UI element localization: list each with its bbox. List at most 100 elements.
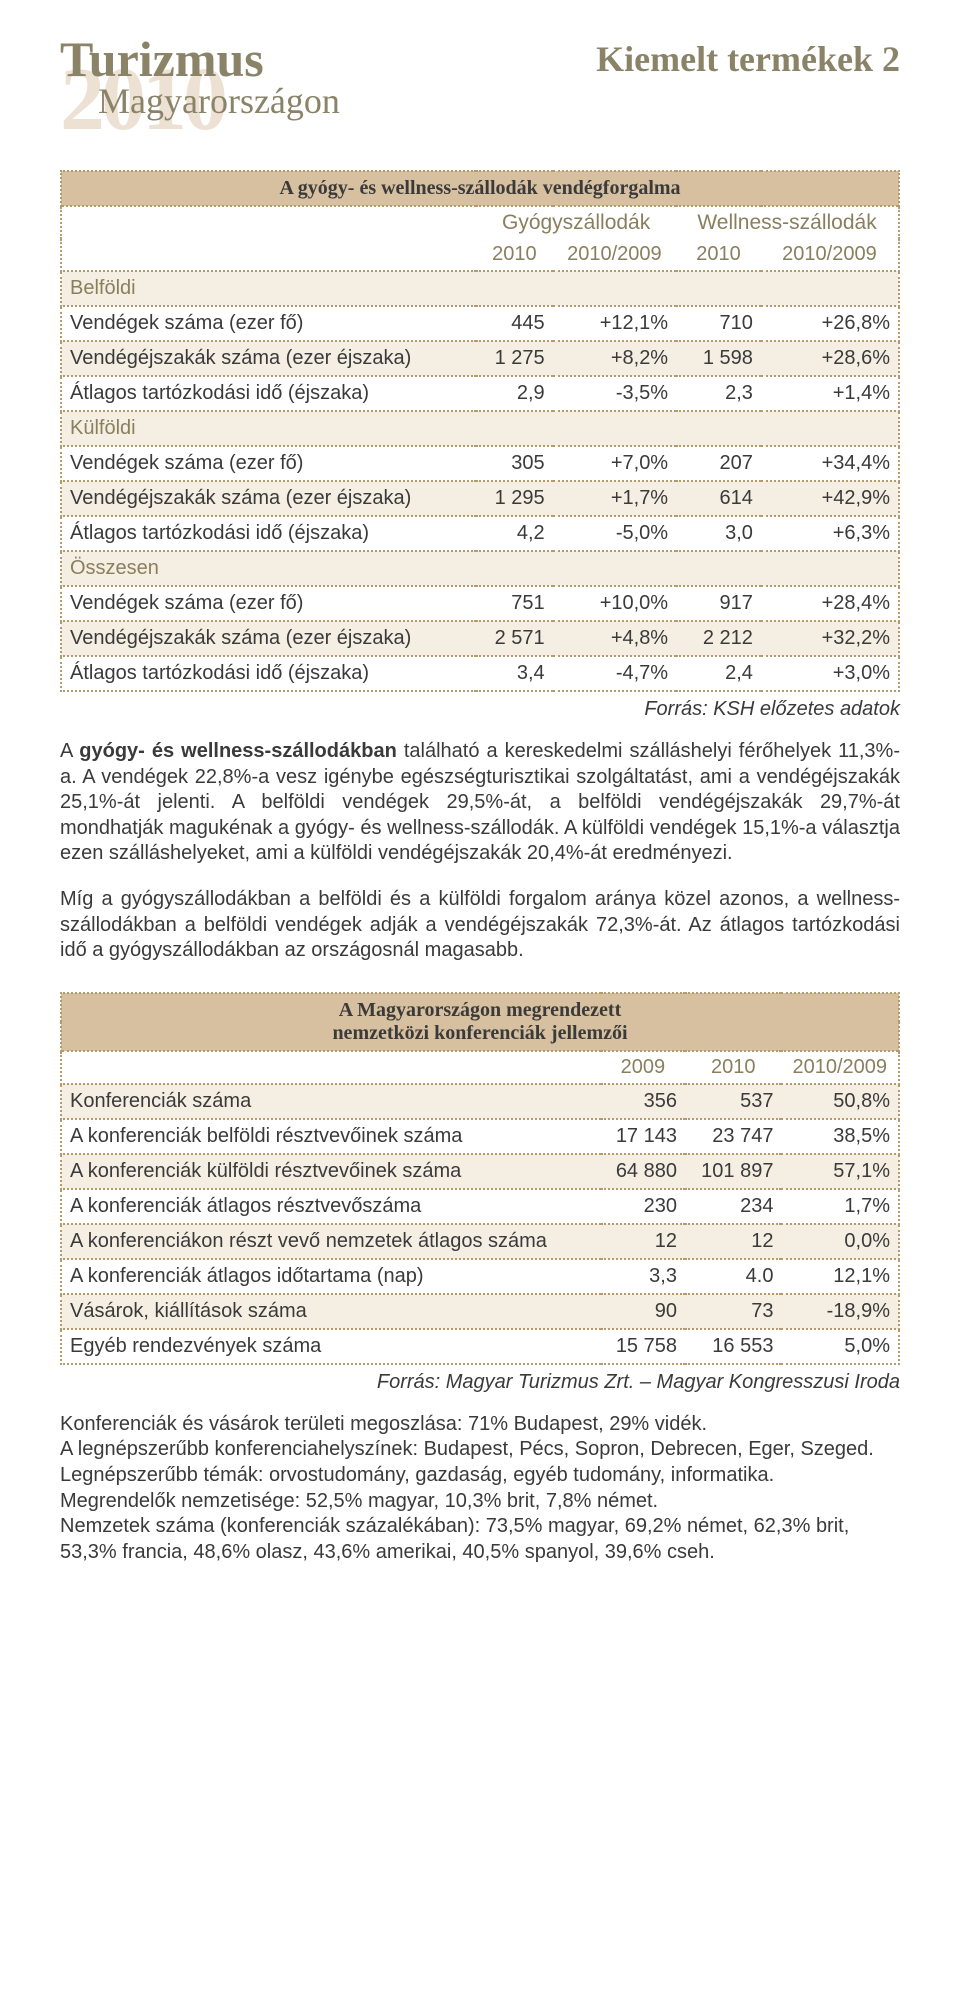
t1-cell: 305 bbox=[476, 446, 553, 481]
t1-cell: 614 bbox=[676, 481, 761, 516]
t1-cell: 2 212 bbox=[676, 621, 761, 656]
t1-cell: -5,0% bbox=[553, 516, 676, 551]
t2-cell: 234 bbox=[685, 1189, 781, 1224]
t1-col2: 2010/2009 bbox=[553, 239, 676, 271]
t2-r: A konferenciákon részt vevő nemzetek átl… bbox=[61, 1224, 601, 1259]
table1-group1: Gyógyszállodák bbox=[476, 206, 676, 239]
p1-bold: gyógy- és wellness-szállodákban bbox=[79, 740, 397, 762]
t1-cell: 3,4 bbox=[476, 656, 553, 691]
t2-cell: 90 bbox=[601, 1294, 685, 1329]
t1-r: Vendégéjszakák száma (ezer éjszaka) bbox=[61, 341, 476, 376]
t1-col1: 2010 bbox=[476, 239, 553, 271]
t1-cell: 4,2 bbox=[476, 516, 553, 551]
t1-cell: +42,9% bbox=[761, 481, 899, 516]
t2-cell: 12 bbox=[685, 1224, 781, 1259]
t1-cell: 1 295 bbox=[476, 481, 553, 516]
t1-cell: +7,0% bbox=[553, 446, 676, 481]
t1-cell: +28,6% bbox=[761, 341, 899, 376]
t1-col3: 2010 bbox=[676, 239, 761, 271]
t1-cell: +34,4% bbox=[761, 446, 899, 481]
wellness-table: A gyógy- és wellness-szállodák vendégfor… bbox=[60, 170, 900, 692]
t2-cell: 5,0% bbox=[781, 1329, 899, 1364]
t2-cell: 12 bbox=[601, 1224, 685, 1259]
t2-cell: 23 747 bbox=[685, 1119, 781, 1154]
t1-r: Átlagos tartózkodási idő (éjszaka) bbox=[61, 376, 476, 411]
t1-cell: +4,8% bbox=[553, 621, 676, 656]
t2-cell: 356 bbox=[601, 1084, 685, 1119]
paragraph-1: A gyógy- és wellness-szállodákban találh… bbox=[60, 739, 900, 867]
t1-cell: +1,7% bbox=[553, 481, 676, 516]
t1-cell: 2 571 bbox=[476, 621, 553, 656]
logo-block: 2010 Turizmus Magyarországon bbox=[60, 30, 302, 150]
t2-cell: 230 bbox=[601, 1189, 685, 1224]
t2-cell: 15 758 bbox=[601, 1329, 685, 1364]
t1-r: Vendégéjszakák száma (ezer éjszaka) bbox=[61, 621, 476, 656]
t2-cell: 73 bbox=[685, 1294, 781, 1329]
table2-title1: A Magyarországon megrendezett bbox=[61, 993, 899, 1022]
t1-cell: -3,5% bbox=[553, 376, 676, 411]
t1-cell: 2,3 bbox=[676, 376, 761, 411]
t2-r: A konferenciák átlagos résztvevőszáma bbox=[61, 1189, 601, 1224]
t1-cell: 2,9 bbox=[476, 376, 553, 411]
t1-cell: 2,4 bbox=[676, 656, 761, 691]
t1-r: Vendégek száma (ezer fő) bbox=[61, 306, 476, 341]
t2-r: Konferenciák száma bbox=[61, 1084, 601, 1119]
t1-col4: 2010/2009 bbox=[761, 239, 899, 271]
t1-cell: 710 bbox=[676, 306, 761, 341]
note-4: Megrendelők nemzetisége: 52,5% magyar, 1… bbox=[60, 1489, 900, 1515]
t1-cell: +26,8% bbox=[761, 306, 899, 341]
t2-col2: 2010 bbox=[685, 1051, 781, 1084]
t2-cell: -18,9% bbox=[781, 1294, 899, 1329]
t1-sec0: Belföldi bbox=[61, 271, 899, 306]
page-title: Kiemelt termékek 2 bbox=[596, 30, 900, 80]
t2-r: A konferenciák külföldi résztvevőinek sz… bbox=[61, 1154, 601, 1189]
t1-cell: 751 bbox=[476, 586, 553, 621]
t1-cell: 1 598 bbox=[676, 341, 761, 376]
paragraph-2: Míg a gyógyszállodákban a belföldi és a … bbox=[60, 887, 900, 964]
t1-cell: +12,1% bbox=[553, 306, 676, 341]
t2-cell: 16 553 bbox=[685, 1329, 781, 1364]
footer-notes: Konferenciák és vásárok területi megoszl… bbox=[60, 1412, 900, 1566]
t1-r: Átlagos tartózkodási idő (éjszaka) bbox=[61, 516, 476, 551]
t1-r: Vendégéjszakák száma (ezer éjszaka) bbox=[61, 481, 476, 516]
note-2: A legnépszerűbb konferenciahelyszínek: B… bbox=[60, 1437, 900, 1463]
t2-col1: 2009 bbox=[601, 1051, 685, 1084]
t1-cell: +3,0% bbox=[761, 656, 899, 691]
note-5: Nemzetek száma (konferenciák százalékába… bbox=[60, 1514, 900, 1565]
t1-cell: 917 bbox=[676, 586, 761, 621]
table1-title: A gyógy- és wellness-szállodák vendégfor… bbox=[61, 171, 899, 206]
t1-cell: 445 bbox=[476, 306, 553, 341]
t2-cell: 57,1% bbox=[781, 1154, 899, 1189]
t2-cell: 101 897 bbox=[685, 1154, 781, 1189]
t2-cell: 1,7% bbox=[781, 1189, 899, 1224]
t1-cell: 1 275 bbox=[476, 341, 553, 376]
t1-sec1: Külföldi bbox=[61, 411, 899, 446]
page-header: 2010 Turizmus Magyarországon Kiemelt ter… bbox=[60, 30, 900, 150]
t2-cell: 4.0 bbox=[685, 1259, 781, 1294]
t1-cell: +32,2% bbox=[761, 621, 899, 656]
t2-cell: 0,0% bbox=[781, 1224, 899, 1259]
logo-sub: Magyarországon bbox=[98, 80, 340, 122]
t1-r: Vendégek száma (ezer fő) bbox=[61, 446, 476, 481]
table1-source: Forrás: KSH előzetes adatok bbox=[60, 698, 900, 721]
note-3: Legnépszerűbb témák: orvostudomány, gazd… bbox=[60, 1463, 900, 1489]
note-1: Konferenciák és vásárok területi megoszl… bbox=[60, 1412, 900, 1438]
t1-r: Vendégek száma (ezer fő) bbox=[61, 586, 476, 621]
conference-table: A Magyarországon megrendezett nemzetközi… bbox=[60, 992, 900, 1365]
table2-source: Forrás: Magyar Turizmus Zrt. – Magyar Ko… bbox=[60, 1371, 900, 1394]
t2-cell: 50,8% bbox=[781, 1084, 899, 1119]
table2-title2: nemzetközi konferenciák jellemzői bbox=[61, 1022, 899, 1051]
t1-r: Átlagos tartózkodási idő (éjszaka) bbox=[61, 656, 476, 691]
t2-r: A konferenciák átlagos időtartama (nap) bbox=[61, 1259, 601, 1294]
t2-cell: 38,5% bbox=[781, 1119, 899, 1154]
t2-r: Egyéb rendezvények száma bbox=[61, 1329, 601, 1364]
t2-r: Vásárok, kiállítások száma bbox=[61, 1294, 601, 1329]
t1-cell: +28,4% bbox=[761, 586, 899, 621]
t2-r: A konferenciák belföldi résztvevőinek sz… bbox=[61, 1119, 601, 1154]
t1-cell: 3,0 bbox=[676, 516, 761, 551]
t2-cell: 12,1% bbox=[781, 1259, 899, 1294]
t2-cell: 3,3 bbox=[601, 1259, 685, 1294]
t2-cell: 64 880 bbox=[601, 1154, 685, 1189]
t1-sec2: Összesen bbox=[61, 551, 899, 586]
t1-cell: +10,0% bbox=[553, 586, 676, 621]
